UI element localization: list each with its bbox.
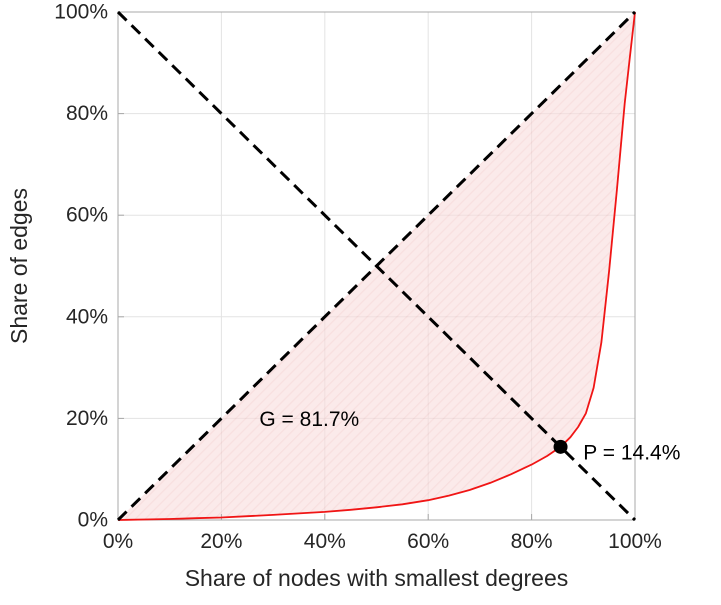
y-tick-label-0: 0% xyxy=(78,509,108,532)
y-tick-label-4: 80% xyxy=(66,102,108,125)
x-tick-label-3: 60% xyxy=(407,530,449,553)
y-tick-label-2: 40% xyxy=(66,305,108,328)
x-tick-label-0: 0% xyxy=(103,530,133,553)
gini-label: G = 81.7% xyxy=(259,408,359,431)
x-tick-label-5: 100% xyxy=(608,530,662,553)
x-tick-label-4: 80% xyxy=(511,530,553,553)
x-tick-label-2: 40% xyxy=(304,530,346,553)
plot-box xyxy=(117,11,636,521)
lorenz-curve xyxy=(117,11,636,521)
y-tick-label-1: 20% xyxy=(66,407,108,430)
p-label: P = 14.4% xyxy=(583,441,680,464)
y-tick-label-3: 60% xyxy=(66,204,108,227)
x-axis-label: Share of nodes with smallest degrees xyxy=(185,565,569,591)
y-tick-label-5: 100% xyxy=(54,1,108,24)
intersection-marker xyxy=(553,439,568,454)
anti-diagonal-line xyxy=(116,10,637,522)
y-axis-label: Share of edges xyxy=(6,188,32,344)
x-tick-label-1: 20% xyxy=(200,530,242,553)
